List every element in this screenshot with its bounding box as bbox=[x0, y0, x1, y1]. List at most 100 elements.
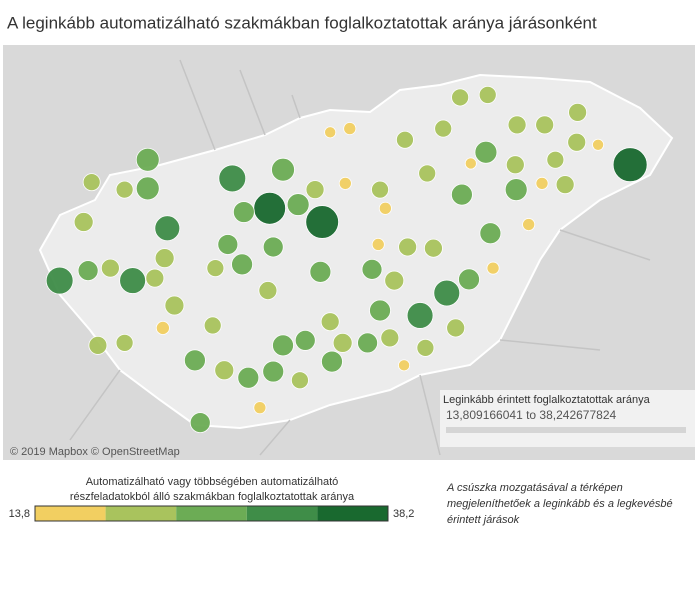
bubble bbox=[433, 279, 461, 307]
legend-label: 38,2 bbox=[393, 508, 414, 520]
bubble bbox=[474, 140, 498, 164]
border-line bbox=[69, 59, 651, 456]
bubble bbox=[486, 261, 500, 275]
bubble bbox=[305, 205, 339, 239]
bubble bbox=[164, 295, 185, 316]
bubble bbox=[135, 147, 160, 172]
bubble bbox=[384, 270, 405, 291]
bubble bbox=[119, 267, 146, 294]
bubble bbox=[535, 115, 555, 135]
bubble bbox=[290, 371, 309, 390]
bubble bbox=[232, 201, 255, 223]
bubble bbox=[522, 218, 536, 232]
bubble bbox=[398, 359, 411, 372]
map[interactable] bbox=[3, 45, 695, 460]
filter-box[interactable] bbox=[440, 390, 695, 447]
bubble bbox=[262, 236, 284, 258]
bubble bbox=[423, 238, 443, 258]
bubble bbox=[184, 349, 206, 372]
bubble bbox=[218, 164, 247, 193]
legend-swatch bbox=[176, 506, 247, 521]
bubble bbox=[458, 268, 480, 291]
bubble bbox=[324, 126, 337, 139]
bubble bbox=[451, 183, 473, 206]
bubble bbox=[253, 401, 267, 415]
bubble bbox=[203, 316, 222, 335]
bubble bbox=[504, 178, 528, 202]
bubble bbox=[82, 173, 101, 192]
bubble bbox=[369, 299, 391, 322]
bubble bbox=[357, 332, 378, 354]
bubble bbox=[568, 102, 588, 122]
bubble bbox=[258, 281, 278, 300]
bubble bbox=[294, 329, 316, 351]
bubble bbox=[115, 180, 134, 199]
bubble bbox=[612, 147, 648, 183]
bubble bbox=[396, 130, 414, 149]
note: A csúszka mozgatásával a térképen bbox=[446, 482, 623, 494]
bubble bbox=[237, 366, 260, 389]
bubble bbox=[45, 266, 74, 295]
bubble bbox=[321, 350, 343, 373]
bubble bbox=[535, 176, 549, 190]
bubble bbox=[262, 360, 285, 383]
bubble bbox=[286, 193, 310, 216]
filter-range[interactable]: 13,809166041 to 38,242677824 bbox=[446, 408, 616, 422]
bubble bbox=[145, 268, 165, 288]
legend-frame bbox=[34, 505, 389, 522]
bubble bbox=[135, 176, 160, 201]
bubble bbox=[271, 157, 295, 182]
bubble bbox=[371, 180, 389, 199]
bubble bbox=[88, 335, 108, 355]
bubble bbox=[446, 318, 466, 338]
bubble bbox=[332, 332, 353, 353]
bubble bbox=[416, 338, 435, 357]
bubble bbox=[451, 88, 470, 107]
legend-swatch bbox=[246, 506, 318, 521]
legend-label: 13,8 bbox=[9, 508, 30, 520]
bubble bbox=[154, 248, 175, 269]
bubble bbox=[100, 258, 120, 278]
bubble bbox=[155, 320, 170, 335]
legend-title: részfeladatokból álló szakmákban foglalk… bbox=[70, 491, 355, 503]
bubble bbox=[398, 237, 418, 257]
bubble bbox=[77, 260, 99, 282]
bubble bbox=[507, 115, 527, 135]
bubble bbox=[434, 119, 453, 138]
bubble bbox=[309, 260, 332, 283]
bubble bbox=[253, 192, 286, 225]
bubble bbox=[338, 176, 352, 190]
legend-swatch bbox=[317, 506, 388, 521]
bubble bbox=[115, 333, 134, 352]
bubble bbox=[380, 328, 400, 348]
bubble bbox=[214, 360, 235, 381]
bubble bbox=[567, 132, 587, 152]
bubble bbox=[189, 412, 211, 434]
bubble bbox=[206, 259, 225, 278]
filter-title: Leginkább érintett foglalkoztatottak ará… bbox=[443, 394, 651, 406]
legend-title: Automatizálható vagy többségében automat… bbox=[86, 476, 339, 488]
chart-title: A leginkább automatizálható szakmákban f… bbox=[7, 13, 597, 32]
bubble bbox=[73, 212, 94, 232]
bubble bbox=[378, 201, 392, 215]
filter-slider[interactable] bbox=[446, 427, 686, 433]
note: megjeleníthetőek a leginkább és a legkev… bbox=[447, 498, 673, 510]
bubble bbox=[272, 334, 294, 357]
bubble bbox=[592, 138, 605, 151]
bubble bbox=[154, 215, 181, 242]
bubble bbox=[505, 155, 525, 175]
bubble bbox=[361, 258, 383, 280]
bubble bbox=[371, 237, 385, 251]
attribution: © 2019 Mapbox © OpenStreetMap bbox=[10, 446, 180, 458]
bubble bbox=[320, 312, 340, 332]
bubble bbox=[546, 150, 565, 169]
bubble bbox=[478, 85, 497, 104]
bubble bbox=[343, 122, 357, 136]
note: érintett járások bbox=[447, 514, 520, 526]
bubble bbox=[406, 302, 434, 329]
legend-swatch bbox=[105, 506, 177, 521]
bubble bbox=[418, 164, 437, 183]
legend-swatch bbox=[35, 506, 106, 521]
bubble bbox=[464, 157, 477, 170]
